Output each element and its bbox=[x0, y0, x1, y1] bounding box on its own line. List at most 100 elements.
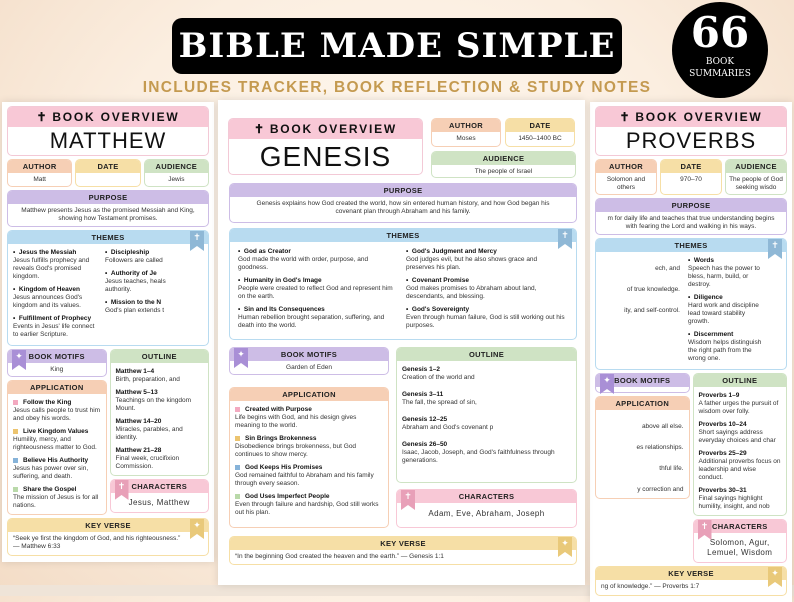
application-text: The mission of Jesus is for all nations. bbox=[13, 494, 99, 509]
key-verse-box: KEY VERSE ✦ ng of knowledge.” — Proverbs… bbox=[595, 566, 787, 596]
outline-box: OUTLINE Matthew 1–4 Birth, preparation, an… bbox=[109, 349, 209, 476]
outline-ref: Matthew 1–4 bbox=[115, 368, 155, 375]
motifs-box: BOOK MOTIFS ✦ bbox=[595, 373, 690, 394]
purpose-text: Genesis explains how God created the wor… bbox=[256, 200, 550, 215]
theme-item: • Discernment Wisdom helps distinguish th… bbox=[688, 330, 767, 363]
characters-value: Solomon, Agur, Lemuel, Wisdom bbox=[707, 538, 773, 557]
application-title-text: God Uses Imperfect People bbox=[245, 493, 330, 500]
theme-text: God judges evil, but he also shows grace… bbox=[406, 256, 538, 271]
book-count-badge: 66 BOOK SUMMARIES bbox=[672, 2, 768, 98]
bullet-square-icon bbox=[235, 493, 240, 499]
lower-row: BOOK MOTIFS King ✦ APPLICATION Follow the K… bbox=[7, 346, 209, 515]
purpose-header: PURPOSE bbox=[8, 191, 208, 204]
outline-item: Matthew 14–20 Miracles, parables, and ide… bbox=[116, 417, 204, 442]
overview-label: BOOK OVERVIEW bbox=[269, 122, 398, 136]
application-item: above all else. bbox=[601, 414, 684, 431]
bullet-square-icon bbox=[235, 435, 240, 441]
application-title-text: Created with Purpose bbox=[245, 406, 312, 413]
badge-number: 66 bbox=[690, 8, 750, 57]
bullet-square-icon bbox=[13, 486, 18, 492]
themes-box: THEMES ✝ ech, and of true knowledge. ity… bbox=[595, 238, 787, 370]
audience-value: The people of Israel bbox=[474, 168, 533, 175]
theme-text: ity, and self-control. bbox=[624, 307, 680, 314]
overview-label: BOOK OVERVIEW bbox=[635, 110, 763, 124]
cross-bookmark-icon: ✝ bbox=[190, 231, 204, 251]
title-banner: BIBLE MADE SIMPLE bbox=[172, 18, 622, 74]
theme-text: Jesus teaches, heals authority. bbox=[105, 278, 166, 293]
author-header: AUTHOR bbox=[432, 119, 500, 132]
motifs-header: BOOK MOTIFS bbox=[8, 350, 106, 363]
outline-ref: Proverbs 10–24 bbox=[698, 421, 747, 428]
application-text: y correction and bbox=[637, 486, 684, 493]
key-verse-box: KEY VERSE ✦ “In the beginning God create… bbox=[229, 536, 577, 565]
audience-box: AUDIENCE Jewis bbox=[143, 159, 209, 187]
application-item: Share the Gospel The mission of Jesus is … bbox=[13, 485, 101, 510]
motifs-value: Garden of Eden bbox=[286, 364, 332, 371]
themes-header: THEMES bbox=[230, 229, 576, 242]
key-verse-header: KEY VERSE bbox=[596, 567, 786, 580]
theme-item: • Kingdom of Heaven Jesus announces God's… bbox=[13, 285, 97, 310]
sparkle-bookmark-icon: ✦ bbox=[190, 519, 204, 539]
application-title-text: Sin Brings Brokenness bbox=[245, 435, 317, 442]
audience-header: AUDIENCE bbox=[726, 160, 786, 173]
theme-title-text: Mission to the N bbox=[110, 299, 162, 306]
application-title: Live Kingdom Values bbox=[13, 427, 101, 436]
outline-item: Proverbs 25–29 Additional proverbs focus … bbox=[699, 449, 782, 482]
theme-title: • Discipleship bbox=[105, 249, 150, 256]
theme-title: • Discernment bbox=[688, 331, 734, 338]
application-title: Believe His Authority bbox=[13, 456, 101, 465]
application-text: Humility, mercy, and righteousness matte… bbox=[13, 436, 97, 451]
outline-text: Additional proverbs focus on leadership … bbox=[698, 458, 781, 481]
outline-item: Genesis 3–11 The fall, the spread of sin, bbox=[402, 390, 571, 407]
application-text: Life begins with God, and his design giv… bbox=[235, 414, 357, 429]
outline-box: OUTLINE Genesis 1–2 Creation of the world … bbox=[396, 347, 577, 483]
purpose-header: PURPOSE bbox=[230, 184, 576, 197]
characters-value: Adam, Eve, Abraham, Joseph bbox=[428, 509, 545, 518]
themes-box: THEMES ✝ • Jesus the Messiah Jesus fulfill… bbox=[7, 230, 209, 346]
sparkle-bookmark-icon: ✦ bbox=[12, 350, 26, 370]
bullet-square-icon bbox=[13, 457, 18, 463]
purpose-box: PURPOSE Genesis explains how God created … bbox=[229, 183, 577, 223]
application-text: Disobedience brings brokenness, but God … bbox=[235, 443, 357, 458]
theme-title-text: Authority of Je bbox=[110, 270, 157, 277]
theme-item: • Diligence Hard work and discipline lead… bbox=[688, 293, 767, 326]
theme-item: of true knowledge. bbox=[601, 277, 680, 294]
themes-header: THEMES bbox=[8, 231, 208, 244]
characters-box: CHARACTERS ✝ Adam, Eve, Abraham, Joseph bbox=[396, 489, 577, 528]
outline-text: Creation of the world and bbox=[402, 374, 475, 381]
theme-item: • Words Speech has the power to bless, ha… bbox=[688, 256, 767, 289]
outline-header: OUTLINE bbox=[110, 350, 208, 363]
theme-title: • Jesus the Messiah bbox=[13, 249, 77, 256]
theme-item: • Covenant Promise God makes promises to … bbox=[406, 276, 566, 301]
theme-item: • Authority of Je Jesus teaches, heals au… bbox=[105, 269, 189, 294]
outline-item: Proverbs 1–9 A father urges the pursuit o… bbox=[699, 391, 782, 416]
theme-item: • Jesus the Messiah Jesus fulfills prophe… bbox=[13, 248, 97, 281]
theme-text: of true knowledge. bbox=[626, 286, 680, 293]
application-item: Believe His Authority Jesus has power ove… bbox=[13, 456, 101, 481]
outline-ref: Genesis 12–25 bbox=[402, 416, 448, 423]
overview-header: ✝ BOOK OVERVIEW bbox=[8, 107, 208, 127]
theme-text: Wisdom helps distinguish the right path … bbox=[688, 339, 762, 362]
application-title: Follow the King bbox=[13, 398, 101, 407]
application-title: Created with Purpose bbox=[235, 405, 383, 414]
outline-item: Proverbs 30–31 Final sayings highlight hu… bbox=[699, 486, 782, 511]
outline-ref: Matthew 14–20 bbox=[115, 418, 162, 425]
application-item: thful life. bbox=[601, 456, 684, 473]
date-header: DATE bbox=[661, 160, 721, 173]
application-item: Created with Purpose Life begins with God… bbox=[235, 405, 383, 430]
theme-item: • God's Judgment and Mercy God judges evi… bbox=[406, 247, 566, 272]
application-title-text: Live Kingdom Values bbox=[23, 428, 89, 435]
theme-title-text: Humanity in God's Image bbox=[243, 277, 322, 284]
application-box: APPLICATION above all else. es relations… bbox=[595, 396, 690, 499]
application-text: thful life. bbox=[659, 465, 684, 472]
outline-ref: Matthew 21–28 bbox=[115, 447, 162, 454]
theme-title: • Sin and Its Consequences bbox=[238, 306, 325, 313]
themes-header: THEMES bbox=[596, 239, 786, 252]
application-text: God remained faithful to Abraham and his… bbox=[235, 472, 374, 487]
application-item: es relationships. bbox=[601, 435, 684, 452]
bullet-square-icon bbox=[13, 399, 18, 405]
outline-text: Birth, preparation, and bbox=[115, 376, 180, 383]
motifs-box: BOOK MOTIFS Garden of Eden ✦ bbox=[229, 347, 389, 375]
sparkle-bookmark-icon: ✦ bbox=[768, 567, 782, 587]
outline-text: Miracles, parables, and identity. bbox=[115, 426, 183, 441]
